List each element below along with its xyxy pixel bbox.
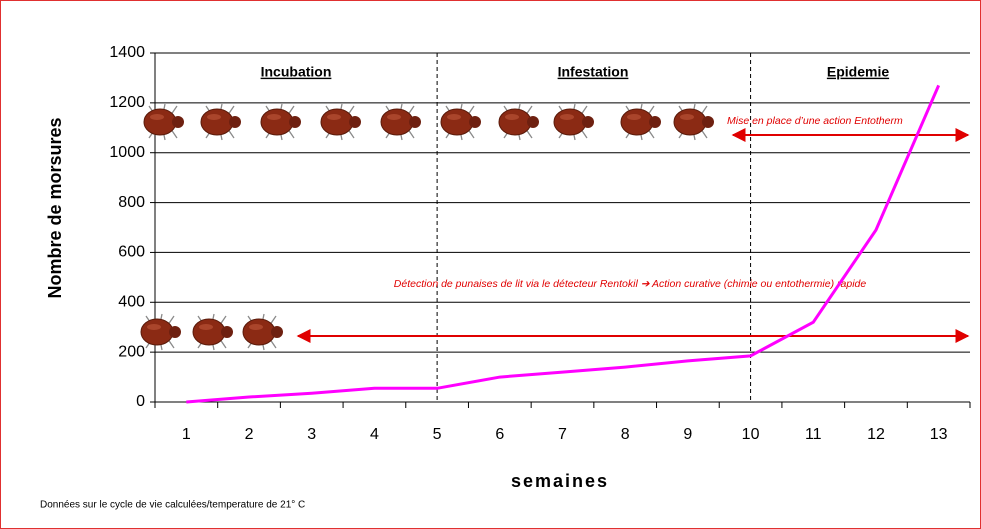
y-tick-label: 1200 (109, 94, 145, 111)
phase-label: Incubation (261, 64, 332, 80)
bug-head (702, 116, 714, 128)
bug-head (289, 116, 301, 128)
bug-icon (380, 103, 421, 141)
y-axis-label: Nombre de morsures (45, 117, 65, 298)
annotation: Mise en place d’une action Entotherm (727, 115, 903, 127)
bug-head (349, 116, 361, 128)
bug-icon (260, 103, 301, 141)
y-tick-label: 800 (118, 194, 145, 211)
bug-icon (620, 103, 661, 141)
bug-shine (150, 114, 164, 120)
x-tick-label: 6 (495, 426, 504, 443)
bug-shine (327, 114, 341, 120)
x-tick-label: 13 (930, 426, 948, 443)
bug-shine (505, 114, 519, 120)
y-tick-label: 0 (136, 393, 145, 410)
bug-icon (320, 103, 361, 141)
bug-icon (498, 103, 539, 141)
bug-shine (207, 114, 221, 120)
y-tick-label: 1000 (109, 144, 145, 161)
bug-icon (553, 103, 594, 141)
bug-shine (199, 324, 213, 330)
bug-head (271, 326, 283, 338)
bug-head (469, 116, 481, 128)
data-line (186, 84, 941, 404)
bug-body (192, 318, 226, 346)
bug-body (143, 108, 177, 136)
bug-head (582, 116, 594, 128)
bug-head (172, 116, 184, 128)
x-tick-label: 11 (805, 426, 822, 443)
x-tick-label: 8 (621, 426, 630, 443)
bug-shine (387, 114, 401, 120)
x-axis-label: semaines (511, 471, 609, 491)
bug-icon (200, 103, 241, 141)
x-tick-label: 2 (245, 426, 254, 443)
x-tick-label: 10 (742, 426, 760, 443)
bug-head (221, 326, 233, 338)
bug-icon (242, 313, 283, 351)
bug-head (409, 116, 421, 128)
bug-body (673, 108, 707, 136)
phase-label: Infestation (558, 64, 629, 80)
bug-body (380, 108, 414, 136)
bug-icon (140, 313, 181, 351)
bug-head (169, 326, 181, 338)
phase-label: Epidemie (827, 64, 889, 80)
bug-body (620, 108, 654, 136)
bug-head (527, 116, 539, 128)
x-tick-label: 12 (867, 426, 885, 443)
bug-shine (560, 114, 574, 120)
bug-shine (147, 324, 161, 330)
x-tick-label: 7 (558, 426, 567, 443)
bug-shine (627, 114, 641, 120)
bug-head (229, 116, 241, 128)
bug-shine (267, 114, 281, 120)
x-tick-label: 9 (683, 426, 692, 443)
bug-icon (192, 313, 233, 351)
bug-body (140, 318, 174, 346)
bug-body (320, 108, 354, 136)
y-tick-label: 400 (118, 294, 145, 311)
x-tick-label: 3 (307, 426, 316, 443)
y-tick-label: 200 (118, 343, 145, 360)
bug-head (649, 116, 661, 128)
bug-icon (143, 103, 184, 141)
bug-shine (249, 324, 263, 330)
bug-shine (680, 114, 694, 120)
bug-body (242, 318, 276, 346)
x-tick-label: 1 (182, 426, 191, 443)
y-tick-label: 600 (118, 244, 145, 261)
annotation: Détection de punaises de lit via le déte… (394, 278, 867, 290)
bug-body (260, 108, 294, 136)
bug-body (553, 108, 587, 136)
footnote: Données sur le cycle de vie calculées/te… (40, 500, 305, 511)
y-tick-label: 1400 (109, 44, 145, 61)
bug-icon (440, 103, 481, 141)
x-tick-label: 5 (433, 426, 442, 443)
bug-body (200, 108, 234, 136)
bug-body (498, 108, 532, 136)
bug-body (440, 108, 474, 136)
bug-shine (447, 114, 461, 120)
bug-icon (673, 103, 714, 141)
x-tick-label: 4 (370, 426, 379, 443)
